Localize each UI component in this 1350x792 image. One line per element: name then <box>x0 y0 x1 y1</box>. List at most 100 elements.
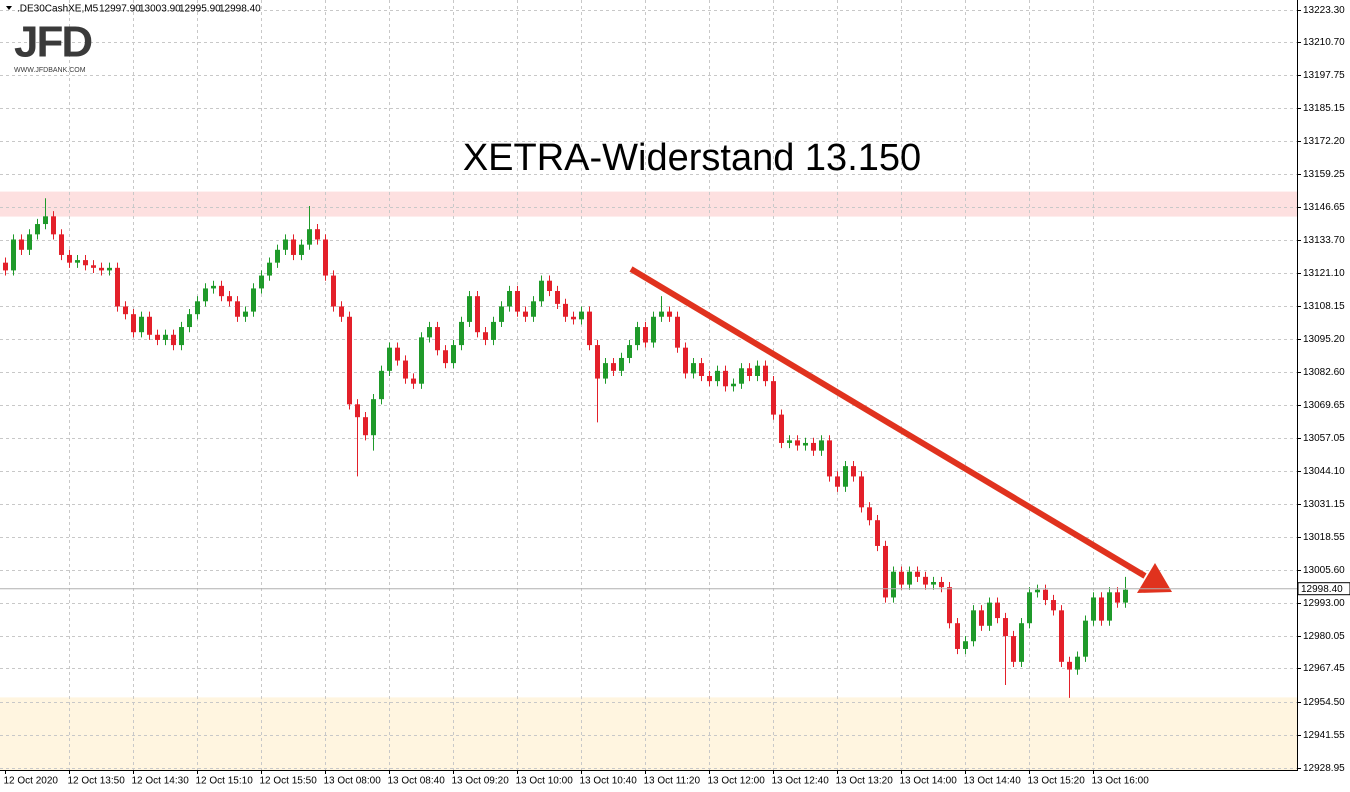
y-tick-label: 13057.05 <box>1303 433 1345 444</box>
candle-body <box>1043 589 1048 601</box>
candle-body <box>979 610 984 626</box>
candle-body <box>299 244 304 255</box>
y-tick-label: 13069.65 <box>1303 400 1345 411</box>
candle-body <box>795 440 800 446</box>
candle-body <box>867 507 872 521</box>
candle-body <box>875 520 880 546</box>
x-tick-label: 13 Oct 14:00 <box>900 776 958 787</box>
candle-body <box>803 442 808 446</box>
candle-body <box>379 370 384 400</box>
y-tick-label: 13133.70 <box>1303 235 1345 246</box>
candle-body <box>1075 656 1080 670</box>
x-tick-label: 12 Oct 15:50 <box>260 776 318 787</box>
candle-body <box>1107 592 1112 621</box>
candle-body <box>211 285 216 289</box>
candle-body <box>27 234 32 250</box>
candle-body <box>963 641 968 649</box>
header-triangle <box>6 6 12 10</box>
x-tick-label: 12 Oct 13:50 <box>68 776 126 787</box>
candle-body <box>251 288 256 312</box>
candle-body <box>99 267 104 271</box>
candle-body <box>371 399 376 436</box>
candle-body <box>483 332 488 340</box>
candle-body <box>523 311 528 317</box>
candle-body <box>35 224 40 235</box>
x-tick-label: 13 Oct 13:20 <box>836 776 894 787</box>
candle-body <box>771 381 776 415</box>
candle-body <box>619 357 624 371</box>
x-tick-label: 13 Oct 10:00 <box>516 776 574 787</box>
candle-body <box>699 363 704 376</box>
y-tick-label: 12967.45 <box>1303 663 1345 674</box>
candle-body <box>731 383 736 387</box>
candle-body <box>219 285 224 297</box>
candle-body <box>107 267 112 271</box>
candle-body <box>739 368 744 384</box>
candle-body <box>939 582 944 588</box>
candle-body <box>363 417 368 436</box>
candle-body <box>315 229 320 240</box>
candle-body <box>955 623 960 649</box>
candle-body <box>779 414 784 443</box>
x-tick-label: 13 Oct 08:40 <box>388 776 446 787</box>
candle-body <box>139 316 144 333</box>
candle-body <box>811 442 816 451</box>
candle-body <box>291 239 296 255</box>
candle-body <box>395 347 400 361</box>
price-zone <box>0 697 1297 770</box>
candle-body <box>403 360 408 379</box>
candle-body <box>267 262 272 276</box>
candle-body <box>443 350 448 364</box>
candle-body <box>3 262 8 271</box>
candle-body <box>419 337 424 384</box>
candle-body <box>227 296 232 302</box>
candle-body <box>1011 636 1016 662</box>
candle-body <box>387 347 392 371</box>
x-tick-label: 12 Oct 2020 <box>4 776 59 787</box>
candle-body <box>355 404 360 418</box>
candle-body <box>427 327 432 338</box>
y-tick-label: 12954.50 <box>1303 697 1345 708</box>
candle-body <box>787 440 792 443</box>
candle-body <box>19 239 24 250</box>
x-tick-label: 13 Oct 16:00 <box>1092 776 1150 787</box>
candle-body <box>651 316 656 343</box>
candle-body <box>571 316 576 320</box>
y-tick-label: 13031.15 <box>1303 499 1345 510</box>
x-tick-label: 13 Oct 15:20 <box>1028 776 1086 787</box>
x-tick-label: 13 Oct 11:20 <box>644 776 701 787</box>
y-tick-label: 13197.75 <box>1303 70 1345 81</box>
candle-body <box>187 314 192 328</box>
candle-body <box>707 375 712 382</box>
header-close: 12998.40 <box>219 4 261 15</box>
x-tick-label: 13 Oct 09:20 <box>452 776 510 787</box>
candle-body <box>859 476 864 508</box>
candle-body <box>947 587 952 624</box>
candle-body <box>91 265 96 268</box>
candle-body <box>467 296 472 322</box>
candle-body <box>819 440 824 451</box>
plot-background <box>0 0 1297 770</box>
candle-body <box>579 311 584 320</box>
candle-body <box>83 260 88 266</box>
candle-body <box>763 365 768 382</box>
y-tick-label: 13223.30 <box>1303 5 1345 16</box>
y-tick-label: 12993.00 <box>1303 598 1345 609</box>
last-price-box <box>1297 582 1350 596</box>
y-tick-label: 13082.60 <box>1303 367 1345 378</box>
y-tick-label: 13146.65 <box>1303 202 1345 213</box>
candle-body <box>715 370 720 382</box>
candle-body <box>275 249 280 263</box>
candle-body <box>43 216 48 225</box>
y-tick-label: 13210.70 <box>1303 37 1345 48</box>
y-tick-label: 13172.20 <box>1303 136 1345 147</box>
candle-body <box>667 311 672 317</box>
last-price-label: 12998.40 <box>1301 584 1343 595</box>
candle-body <box>1083 620 1088 657</box>
candle-body <box>931 582 936 585</box>
candle-body <box>827 440 832 477</box>
candle-body <box>515 291 520 312</box>
header-open: 12997.90 <box>99 4 141 15</box>
y-tick-label: 13185.15 <box>1303 103 1345 114</box>
